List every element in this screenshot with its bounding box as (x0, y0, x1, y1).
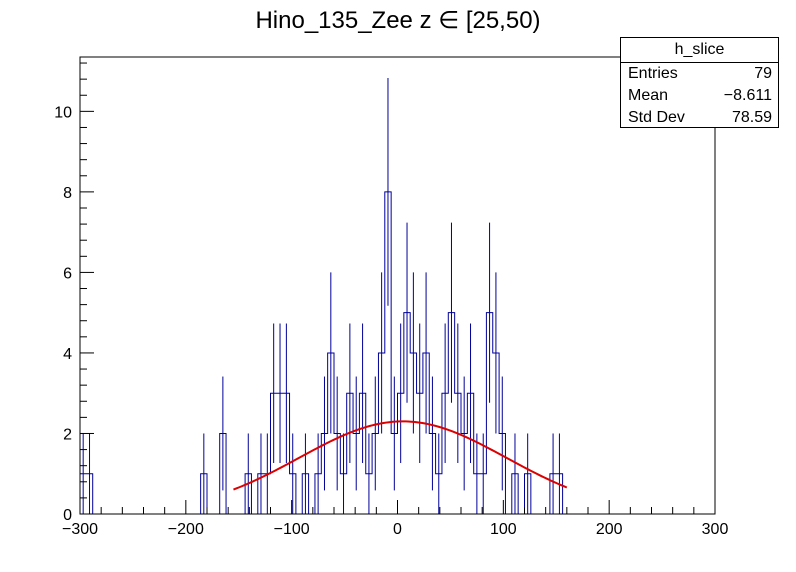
chart-title: Hino_135_Zee z ∈ [25,50) (255, 7, 541, 34)
stats-row-mean: Mean −8.611 (621, 85, 778, 107)
entries-label: Entries (628, 65, 678, 82)
x-tick-label: 0 (393, 521, 402, 538)
fit-curve (233, 420, 568, 491)
stats-row-entries: Entries 79 (621, 63, 778, 85)
std-value: 78.59 (731, 109, 772, 126)
histogram-layer (80, 78, 715, 515)
x-tick-label: −100 (274, 521, 310, 538)
stats-row-std: Std Dev 78.59 (621, 107, 778, 129)
x-tick-label: 300 (702, 521, 729, 538)
x-tick-label: 100 (490, 521, 517, 538)
y-tick-label: 4 (63, 346, 72, 363)
y-tick-label: 6 (63, 265, 72, 282)
x-tick-label: −200 (168, 521, 204, 538)
y-tick-label: 8 (63, 185, 72, 202)
axis-layer: −300 −200 −100 0 100 200 300 0 2 4 6 8 10 (54, 62, 729, 538)
x-tick-label: −300 (62, 521, 98, 538)
stats-name: h_slice (621, 38, 778, 63)
x-tick-label: 200 (596, 521, 623, 538)
mean-value: −8.611 (723, 87, 772, 104)
histogram-outline (80, 191, 715, 515)
stats-box: h_slice Entries 79 Mean −8.611 Std Dev 7… (620, 37, 779, 128)
std-label: Std Dev (628, 109, 685, 126)
y-tick-label: 0 (63, 507, 72, 524)
fit-layer (233, 420, 568, 491)
mean-label: Mean (628, 87, 669, 104)
y-tick-label: 2 (63, 426, 72, 443)
entries-value: 79 (754, 65, 772, 82)
y-tick-label: 10 (54, 104, 72, 121)
